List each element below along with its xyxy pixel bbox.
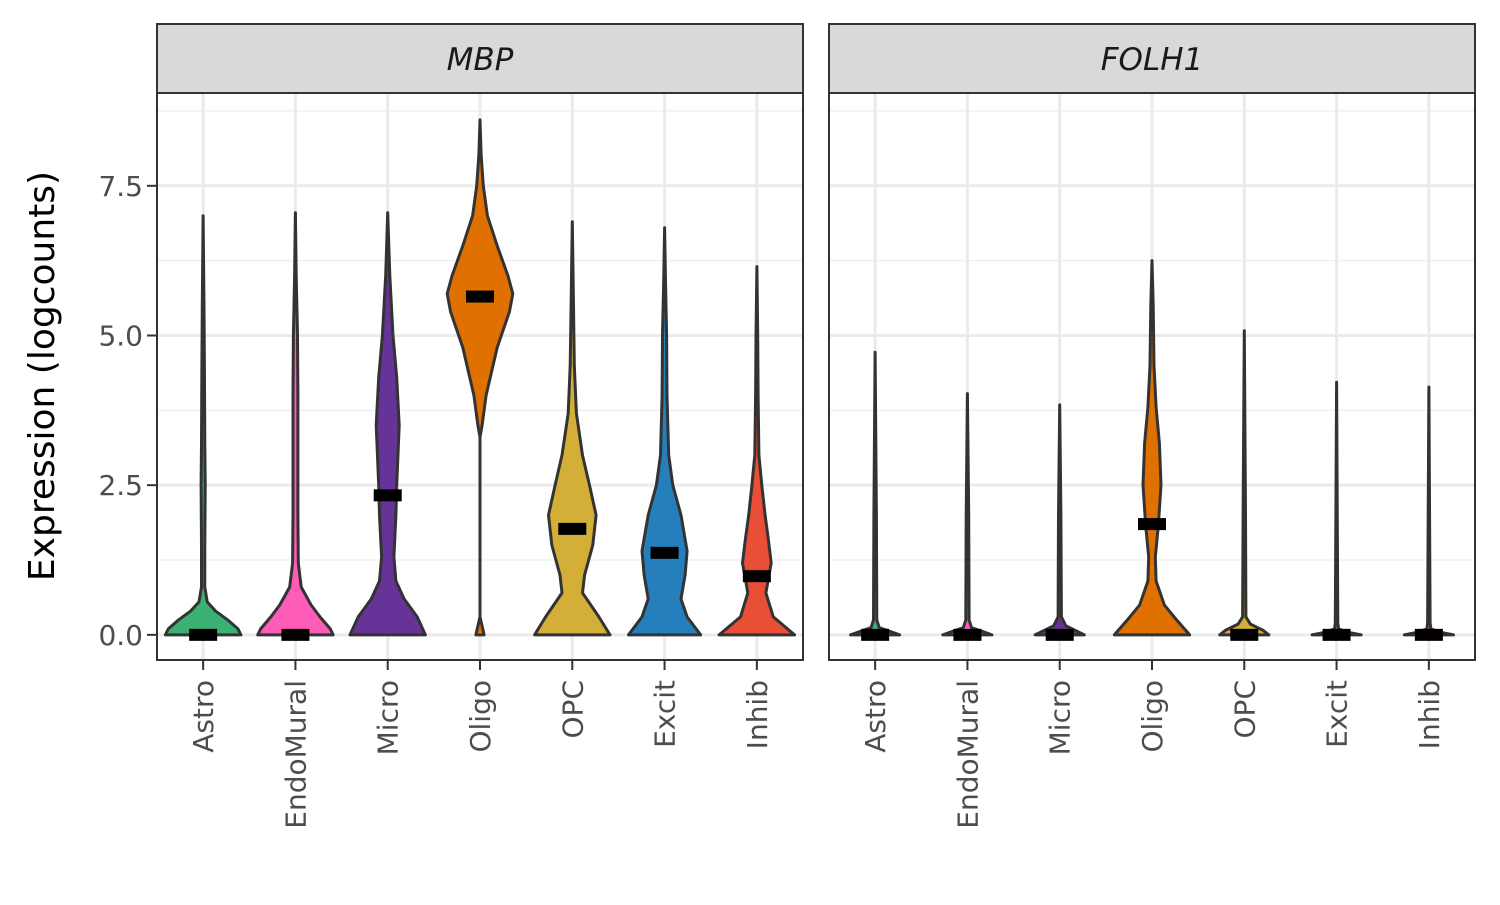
median-marker-excit xyxy=(1322,628,1351,641)
violin-astro xyxy=(163,214,243,637)
y-tick-label: 2.5 xyxy=(98,469,143,502)
x-tick-label-excit: Excit xyxy=(649,680,682,748)
median-marker-oligo xyxy=(1138,518,1166,531)
violin-endomural xyxy=(256,211,335,637)
x-tick-label-endomural: EndoMural xyxy=(279,680,312,829)
y-tick-label: 7.5 xyxy=(98,170,143,203)
median-marker-inhib xyxy=(1414,628,1443,641)
violin-excit xyxy=(627,226,703,637)
median-marker-micro xyxy=(1045,628,1074,641)
x-tick-label-micro: Micro xyxy=(1044,680,1077,755)
x-tick-label-excit: Excit xyxy=(1321,680,1354,748)
violin-oligo xyxy=(1112,259,1192,637)
x-tick-label-opc: OPC xyxy=(556,680,589,738)
y-axis-title: Expression (logcounts) xyxy=(22,171,63,581)
median-marker-oligo xyxy=(466,290,494,303)
x-tick-label-inhib: Inhib xyxy=(1413,680,1446,749)
median-marker-opc xyxy=(1230,628,1259,641)
facet-strip xyxy=(828,23,1476,94)
median-marker-endomural xyxy=(281,628,310,641)
x-tick-label-micro: Micro xyxy=(372,680,405,755)
y-tick-label: 5.0 xyxy=(98,319,143,352)
violin-oligo xyxy=(445,118,515,637)
x-tick-label-oligo: Oligo xyxy=(1136,680,1169,753)
x-tick-label-endomural: EndoMural xyxy=(951,680,984,829)
x-tick-label-oligo: Oligo xyxy=(464,680,497,753)
median-marker-endomural xyxy=(953,628,982,641)
x-tick-label-astro: Astro xyxy=(187,680,220,753)
violin-endomural xyxy=(941,392,994,637)
facet-strip-label: MBP xyxy=(447,42,514,78)
violin-opc xyxy=(533,220,612,637)
violin-micro xyxy=(1033,403,1086,637)
x-tick-label-astro: Astro xyxy=(859,680,892,753)
violin-opc xyxy=(1218,329,1271,637)
y-tick-label: 0.0 xyxy=(98,619,143,652)
median-marker-astro xyxy=(861,628,890,641)
facet-strip-label: FOLH1 xyxy=(1101,42,1204,78)
x-tick-label-inhib: Inhib xyxy=(741,680,774,749)
median-marker-astro xyxy=(189,628,218,641)
median-marker-micro xyxy=(373,489,402,502)
facet-strip xyxy=(156,23,804,94)
median-marker-excit xyxy=(650,546,679,559)
violin-micro xyxy=(348,211,427,637)
x-tick-label-opc: OPC xyxy=(1228,680,1261,738)
violin-astro xyxy=(849,350,902,637)
median-marker-opc xyxy=(558,522,587,535)
median-marker-inhib xyxy=(742,570,771,583)
